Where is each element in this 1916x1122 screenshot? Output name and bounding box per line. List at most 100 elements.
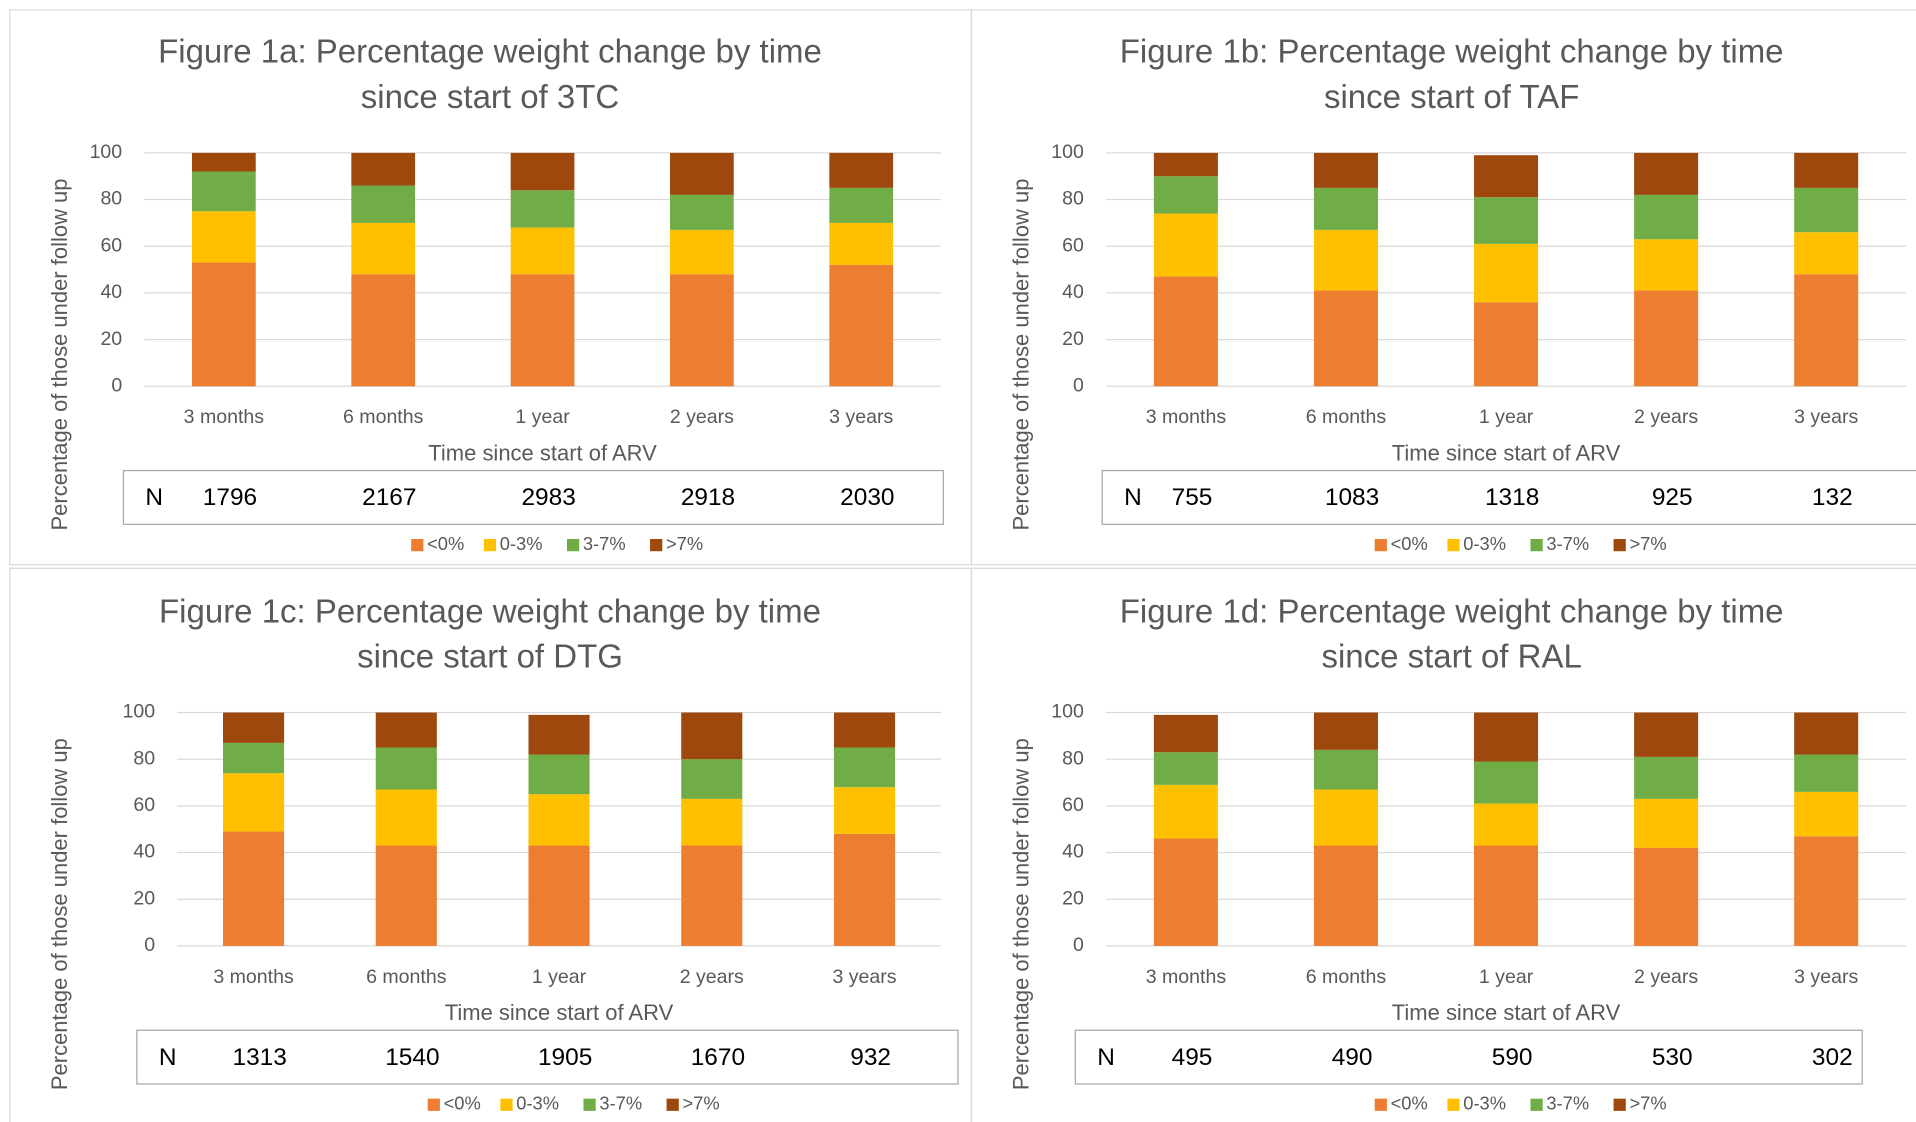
bar-segment [1313, 229, 1378, 291]
legend-swatch [1374, 539, 1387, 552]
bar-segment [681, 712, 743, 760]
x-tick-label: 1 year [532, 966, 587, 988]
x-tick-label: 3 months [213, 966, 294, 988]
x-tick-label: 6 months [366, 966, 447, 988]
bar-segment [1634, 847, 1699, 946]
bar-segment [833, 833, 896, 946]
legend-swatch [427, 1098, 440, 1111]
legend-label: >7% [1629, 1093, 1666, 1114]
bar-segment [681, 845, 743, 946]
n-value: 925 [1652, 484, 1693, 511]
bar-segment [351, 152, 416, 186]
bar-segment [1153, 752, 1218, 785]
legend-swatch [500, 1098, 513, 1111]
bar-segment [1474, 803, 1539, 846]
n-value: 1670 [691, 1044, 745, 1071]
n-value: 2030 [840, 484, 894, 511]
legend-label: 0-3% [1463, 1093, 1506, 1114]
x-tick-label: 3 months [184, 406, 265, 428]
x-tick-label: 2 years [680, 966, 744, 988]
bar-segment [375, 845, 437, 946]
bar-segment [191, 262, 256, 387]
bar-segment [191, 171, 256, 212]
bar-segment [1313, 749, 1378, 790]
legend-label: 3-7% [1546, 533, 1589, 554]
bar-segment [351, 274, 416, 387]
legend-swatch [666, 1098, 679, 1111]
x-axis-label: Time since start of ARV [428, 441, 657, 466]
legend-label: 0-3% [500, 533, 543, 554]
y-tick-label: 80 [100, 188, 122, 210]
bar-segment [1634, 194, 1699, 240]
x-tick-label: 6 months [343, 406, 424, 428]
y-axis-label: Percentage of those under follow up [47, 178, 72, 530]
bar-segment [1794, 712, 1859, 755]
legend-swatch [650, 539, 663, 552]
y-tick-label: 60 [100, 234, 122, 256]
bar-segment [510, 190, 575, 228]
legend-label: 0-3% [1463, 533, 1506, 554]
y-tick-label: 20 [1062, 887, 1084, 909]
bar-segment [1794, 232, 1859, 275]
n-label: N [1097, 1044, 1115, 1071]
bar-segment [1313, 152, 1378, 188]
chart-title: Figure 1c: Percentage weight change by t… [159, 592, 821, 629]
y-tick-label: 40 [1062, 841, 1084, 863]
bar-segment [528, 754, 590, 795]
bar-segment [833, 787, 896, 834]
bar-segment [375, 747, 437, 790]
legend-swatch [1530, 1098, 1543, 1111]
x-tick-label: 6 months [1306, 966, 1387, 988]
bar-segment [1634, 756, 1699, 799]
x-tick-label: 3 months [1146, 406, 1227, 428]
n-value: 530 [1652, 1044, 1693, 1071]
bar-segment [829, 222, 894, 265]
n-value: 495 [1172, 1044, 1213, 1071]
bar-segment [1634, 239, 1699, 291]
x-tick-label: 2 years [1634, 406, 1698, 428]
x-tick-label: 1 year [1479, 966, 1534, 988]
legend-swatch [1374, 1098, 1387, 1111]
legend-label: <0% [1391, 1093, 1428, 1114]
y-tick-label: 100 [123, 701, 156, 723]
legend-swatch [1530, 539, 1543, 552]
bar-segment [1474, 243, 1539, 303]
y-tick-label: 20 [133, 887, 155, 909]
bar-segment [670, 274, 734, 387]
y-tick-label: 60 [1062, 794, 1084, 816]
y-tick-label: 20 [1062, 328, 1084, 350]
bar-segment [1634, 798, 1699, 848]
bar-segment [1313, 290, 1378, 387]
bar-segment [375, 789, 437, 846]
bar-segment [670, 229, 734, 275]
bar-segment [223, 773, 285, 832]
bar-segment [1794, 754, 1859, 792]
n-value: 2167 [362, 484, 416, 511]
n-box [1101, 469, 1916, 525]
legend-label: >7% [666, 533, 703, 554]
n-value: 932 [850, 1044, 891, 1071]
legend-label: >7% [682, 1093, 719, 1114]
legend-label: <0% [444, 1093, 481, 1114]
panel-frame [970, 9, 1916, 566]
bar-segment [1313, 789, 1378, 846]
bar-segment [829, 187, 894, 223]
x-tick-label: 3 years [829, 406, 893, 428]
bar-segment [1634, 290, 1699, 387]
legend-swatch [583, 1098, 596, 1111]
n-value: 590 [1492, 1044, 1533, 1071]
bar-segment [528, 794, 590, 846]
y-axis-label: Percentage of those under follow up [1009, 178, 1034, 530]
n-value: 1083 [1325, 484, 1379, 511]
y-tick-label: 0 [1073, 374, 1084, 396]
legend-label: 3-7% [583, 533, 626, 554]
n-value: 1318 [1485, 484, 1539, 511]
x-tick-label: 3 years [1794, 966, 1858, 988]
panel-frame [970, 567, 1916, 1122]
chart-title: since start of DTG [357, 637, 623, 674]
y-tick-label: 0 [144, 934, 155, 956]
n-value: 1313 [232, 1044, 286, 1071]
bar-segment [528, 845, 590, 946]
bar-segment [375, 712, 437, 748]
